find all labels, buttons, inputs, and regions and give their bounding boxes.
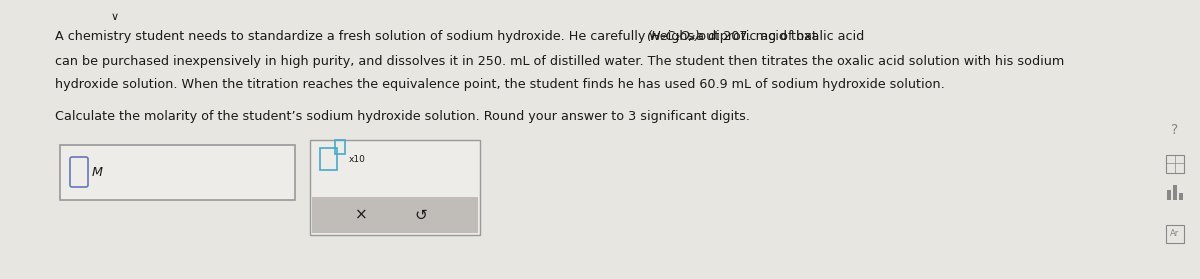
- Text: ∨: ∨: [110, 12, 119, 22]
- Bar: [60, 145, 295, 200]
- Text: Calculate the molarity of the student’s sodium hydroxide solution. Round your an: Calculate the molarity of the student’s …: [55, 110, 750, 123]
- Bar: [1174, 185, 1177, 200]
- Text: ×: ×: [355, 208, 367, 222]
- Bar: [1166, 225, 1184, 243]
- Bar: [335, 140, 346, 154]
- Text: (H₂C₂O₄): (H₂C₂O₄): [646, 30, 700, 43]
- Text: , a diprotic acid that: , a diprotic acid that: [688, 30, 817, 43]
- Bar: [1166, 155, 1184, 173]
- Bar: [1166, 190, 1171, 200]
- Text: M: M: [92, 165, 103, 179]
- Text: x10: x10: [349, 155, 366, 163]
- Text: ↺: ↺: [414, 208, 427, 222]
- Bar: [312, 197, 478, 233]
- Bar: [320, 148, 337, 170]
- Text: Ar: Ar: [1170, 230, 1180, 239]
- Bar: [310, 140, 480, 235]
- Text: ?: ?: [1171, 123, 1178, 137]
- Bar: [1178, 193, 1183, 200]
- Text: hydroxide solution. When the titration reaches the equivalence point, the studen: hydroxide solution. When the titration r…: [55, 78, 944, 91]
- Text: can be purchased inexpensively in high purity, and dissolves it in 250. mL of di: can be purchased inexpensively in high p…: [55, 55, 1064, 68]
- Text: A chemistry student needs to standardize a fresh solution of sodium hydroxide. H: A chemistry student needs to standardize…: [55, 30, 869, 43]
